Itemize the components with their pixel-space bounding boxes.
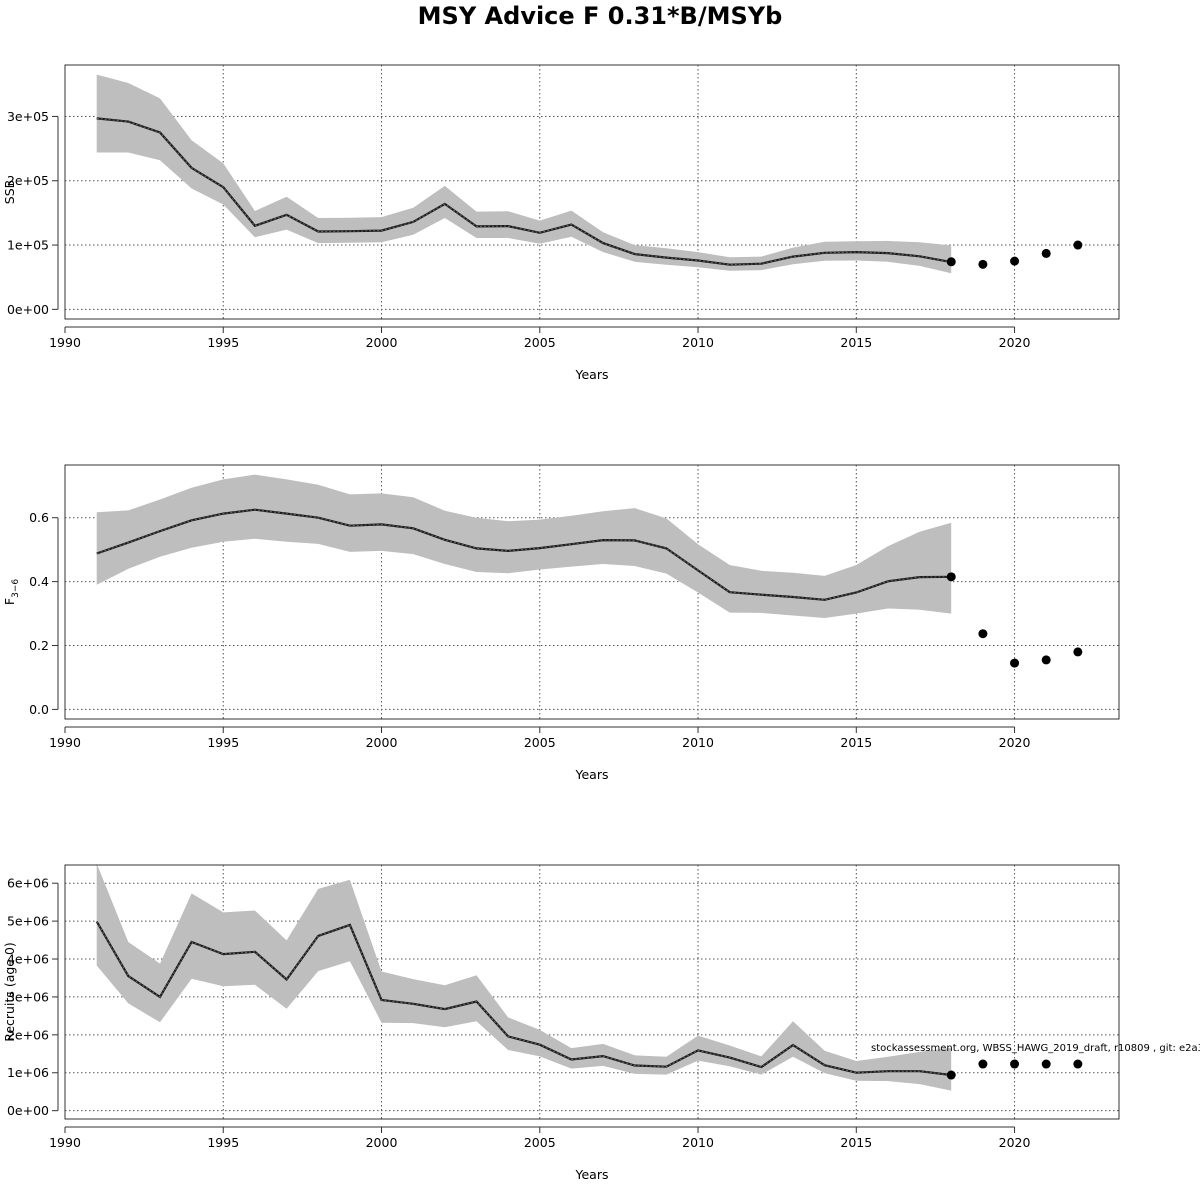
chart-title: MSY Advice F 0.31*B/MSYb [418,2,783,30]
recruits-forecast-point-3 [1041,1059,1051,1069]
recruits-x-tick-label-0: 1990 [49,1135,81,1150]
recruits-x-tick-label-5: 2015 [840,1135,872,1150]
recruits-y-tick-label-5: 5e+06 [7,914,49,929]
fbar-y-tick-label-2: 0.4 [29,574,49,589]
fbar-x-axis-label: Years [575,767,609,782]
fbar-y-tick-label-3: 0.6 [29,510,49,525]
fbar-forecast-point-4 [1073,647,1083,657]
fbar-estimate-line-dash [96,509,952,601]
fbar-x-tick-label-3: 2005 [524,735,556,750]
ssb-forecast-point-1 [978,259,988,269]
fbar-forecast-point-3 [1041,655,1051,665]
fbar-x-tick-label-4: 2010 [682,735,714,750]
fbar-forecast-point-1 [978,629,988,639]
fbar-x-tick-label-6: 2020 [999,735,1031,750]
fbar-y-tick-label-0: 0.0 [29,702,49,717]
ssb-y-axis-label: SSB [2,180,17,204]
fbar-plot-frame [64,464,1120,720]
fbar-x-tick-label-1: 1995 [207,735,239,750]
ssb-forecast-point-2 [1010,256,1020,266]
ssb-forecast-point-0 [946,257,956,267]
ssb-estimate-line-dash [96,117,952,266]
recruits-y-axis-label: Recruits (age 0) [2,942,17,1042]
ssb-y-tick-label-2: 2e+05 [7,173,49,188]
ssb-y-tick-label-1: 1e+05 [7,238,49,253]
ssb-x-tick-label-0: 1990 [49,335,81,350]
fbar-forecast-point-2 [1010,658,1020,668]
recruits-plot-frame [64,864,1120,1120]
recruits-x-tick-label-4: 2010 [682,1135,714,1150]
recruits-forecast-point-4 [1073,1059,1083,1069]
ssb-x-tick-label-6: 2020 [999,335,1031,350]
recruits-y-tick-label-0: 0e+00 [7,1103,49,1118]
ssb-plot-frame [64,64,1120,320]
fbar-y-tick-label-1: 0.2 [29,638,49,653]
fbar-forecast-point-0 [946,572,956,582]
recruits-x-axis-label: Years [575,1167,609,1182]
watermark-text: stockassessment.org, WBSS_HAWG_2019_draf… [871,1043,1200,1054]
recruits-confidence-band [96,863,952,1091]
recruits-y-tick-label-6: 6e+06 [7,876,49,891]
fbar-panel: 1990 1995 2000 2005 2010 2015 2020 Years 0.0 0.2 0… [2,464,1120,782]
ssb-x-tick-label-3: 2005 [524,335,556,350]
recruits-y-tick-label-4: 4e+06 [7,952,49,967]
recruits-estimate-line-dash [96,921,952,1076]
recruits-forecast-point-2 [1010,1059,1020,1069]
ssb-confidence-band [96,74,952,274]
ssb-forecast-point-4 [1073,240,1083,250]
ssb-y-tick-label-3: 3e+05 [7,109,49,124]
fbar-confidence-band [96,474,952,618]
recruits-y-tick-label-3: 3e+06 [7,989,49,1004]
recruits-panel: 1990 1995 2000 2005 2010 2015 2020 Years 0e+00 1e… [2,863,1120,1182]
recruits-forecast-point-1 [978,1059,988,1069]
recruits-x-tick-label-1: 1995 [207,1135,239,1150]
recruits-y-tick-label-2: 2e+06 [7,1027,49,1042]
fbar-x-tick-label-2: 2000 [366,735,398,750]
recruits-forecast-point-0 [946,1070,956,1080]
recruits-y-tick-label-1: 1e+06 [7,1065,49,1080]
ssb-forecast-point-3 [1041,248,1051,258]
ssb-panel: 1990 1995 2000 2005 2010 2015 2020 Years 0e+00 1e… [2,64,1120,382]
ssb-x-axis-label: Years [575,367,609,382]
recruits-x-tick-label-2: 2000 [366,1135,398,1150]
ssb-x-tick-label-1: 1995 [207,335,239,350]
recruits-x-tick-label-6: 2020 [999,1135,1031,1150]
fbar-x-tick-label-5: 2015 [840,735,872,750]
recruits-x-tick-label-3: 2005 [524,1135,556,1150]
ssb-y-tick-label-0: 0e+00 [7,302,49,317]
ssb-x-tick-label-4: 2010 [682,335,714,350]
ssb-x-tick-label-2: 2000 [366,335,398,350]
ssb-x-tick-label-5: 2015 [840,335,872,350]
fbar-x-tick-label-0: 1990 [49,735,81,750]
fbar-y-axis-label-subscript: 3−6 [11,579,21,598]
